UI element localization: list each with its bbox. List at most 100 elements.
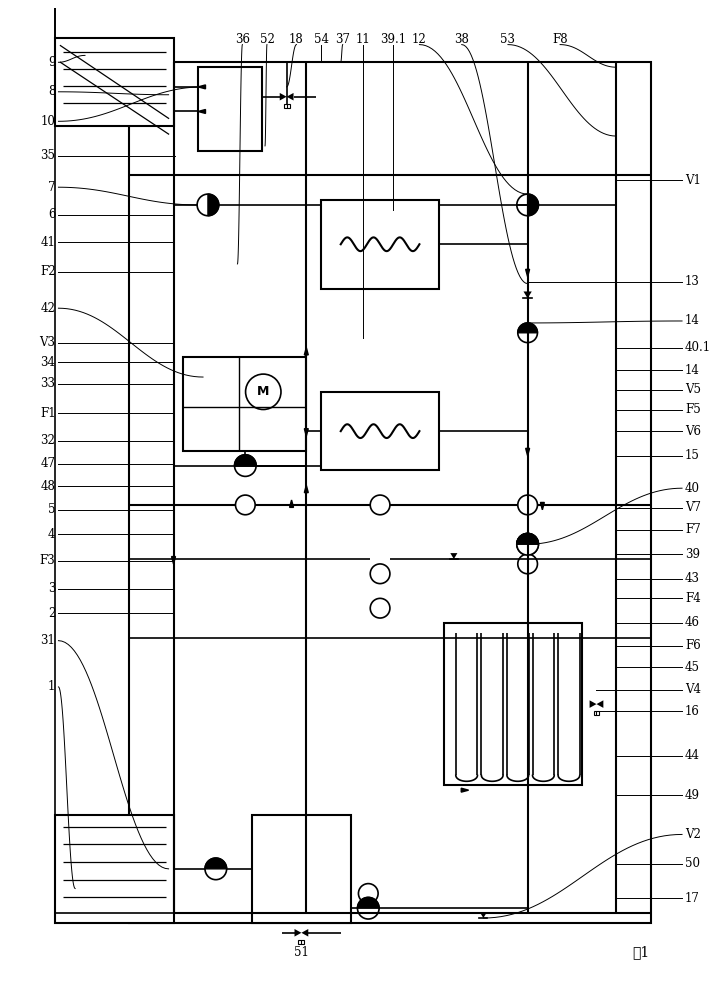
Text: V3: V3: [39, 336, 56, 349]
Polygon shape: [280, 93, 287, 101]
Bar: [284, 104, 290, 108]
Text: 16: 16: [685, 705, 700, 718]
Bar: [198, 67, 262, 151]
Polygon shape: [205, 858, 227, 869]
Polygon shape: [287, 93, 294, 101]
Text: F2: F2: [40, 265, 56, 278]
Text: 37: 37: [335, 33, 350, 46]
Text: 50: 50: [685, 857, 700, 870]
Polygon shape: [461, 788, 468, 792]
Text: 40.1: 40.1: [685, 341, 711, 354]
Text: F3: F3: [40, 554, 56, 567]
Text: 44: 44: [685, 749, 700, 762]
Polygon shape: [235, 455, 256, 466]
Text: F6: F6: [685, 639, 701, 652]
Text: 3: 3: [48, 582, 56, 595]
Circle shape: [517, 194, 538, 216]
Polygon shape: [198, 110, 205, 113]
Text: M: M: [257, 385, 270, 398]
Text: 10: 10: [41, 115, 56, 128]
Text: V1: V1: [685, 174, 701, 187]
Polygon shape: [596, 700, 603, 708]
Bar: [252, 815, 350, 923]
Text: 39.1: 39.1: [380, 33, 406, 46]
Bar: [129, 62, 651, 923]
Text: 38: 38: [454, 33, 469, 46]
Text: F8: F8: [552, 33, 568, 46]
Text: V4: V4: [685, 683, 701, 696]
Text: 14: 14: [685, 364, 700, 377]
Bar: [183, 357, 306, 451]
Text: 45: 45: [685, 661, 700, 674]
Text: 43: 43: [685, 572, 700, 585]
Circle shape: [245, 374, 281, 410]
Polygon shape: [198, 85, 205, 89]
Text: 32: 32: [41, 434, 56, 447]
Polygon shape: [302, 929, 308, 937]
Text: 40: 40: [685, 482, 700, 495]
Text: 46: 46: [685, 616, 700, 629]
Text: V5: V5: [685, 383, 701, 396]
Text: 36: 36: [235, 33, 250, 46]
Text: 图1: 图1: [632, 945, 649, 959]
Polygon shape: [290, 500, 294, 507]
Text: 35: 35: [41, 149, 56, 162]
Text: 51: 51: [294, 946, 309, 959]
Polygon shape: [526, 269, 530, 277]
Text: V7: V7: [685, 501, 701, 514]
Polygon shape: [305, 429, 308, 436]
Text: 53: 53: [500, 33, 516, 46]
Text: 9: 9: [48, 56, 56, 69]
Text: 52: 52: [260, 33, 275, 46]
Polygon shape: [208, 194, 219, 216]
Bar: [56, 38, 174, 126]
Text: 39: 39: [685, 548, 700, 561]
Text: F7: F7: [685, 523, 701, 536]
Bar: [321, 200, 439, 289]
Text: 14: 14: [685, 314, 700, 327]
Polygon shape: [590, 700, 596, 708]
Text: 31: 31: [41, 634, 56, 647]
Text: 18: 18: [289, 33, 304, 46]
Text: 48: 48: [41, 480, 56, 493]
Circle shape: [358, 897, 379, 919]
Text: 7: 7: [48, 181, 56, 194]
Polygon shape: [305, 485, 308, 493]
Text: 12: 12: [412, 33, 427, 46]
Polygon shape: [305, 348, 308, 355]
Circle shape: [370, 598, 390, 618]
Circle shape: [518, 554, 538, 574]
Text: 1: 1: [48, 680, 56, 693]
Text: 17: 17: [685, 892, 700, 905]
Polygon shape: [172, 557, 175, 564]
Polygon shape: [358, 897, 379, 908]
Text: V2: V2: [685, 828, 701, 841]
Polygon shape: [517, 533, 538, 544]
Text: V6: V6: [685, 425, 701, 438]
Text: 2: 2: [48, 607, 56, 620]
Polygon shape: [541, 502, 544, 510]
Text: 49: 49: [685, 789, 700, 802]
Circle shape: [358, 884, 378, 903]
Text: F5: F5: [685, 403, 701, 416]
Text: 41: 41: [41, 236, 56, 249]
Text: 34: 34: [41, 356, 56, 369]
Polygon shape: [526, 448, 530, 456]
Text: 11: 11: [356, 33, 371, 46]
Polygon shape: [295, 929, 302, 937]
Text: 8: 8: [48, 85, 56, 98]
Bar: [444, 623, 582, 785]
Circle shape: [197, 194, 219, 216]
Polygon shape: [480, 912, 487, 918]
Polygon shape: [518, 323, 538, 333]
Text: 47: 47: [41, 457, 56, 470]
Circle shape: [205, 858, 227, 880]
Text: F1: F1: [40, 407, 56, 420]
Text: 42: 42: [41, 302, 56, 315]
Circle shape: [235, 495, 255, 515]
Bar: [593, 711, 599, 715]
Polygon shape: [523, 291, 532, 298]
Polygon shape: [528, 194, 538, 216]
Text: 54: 54: [314, 33, 329, 46]
Circle shape: [235, 455, 256, 476]
